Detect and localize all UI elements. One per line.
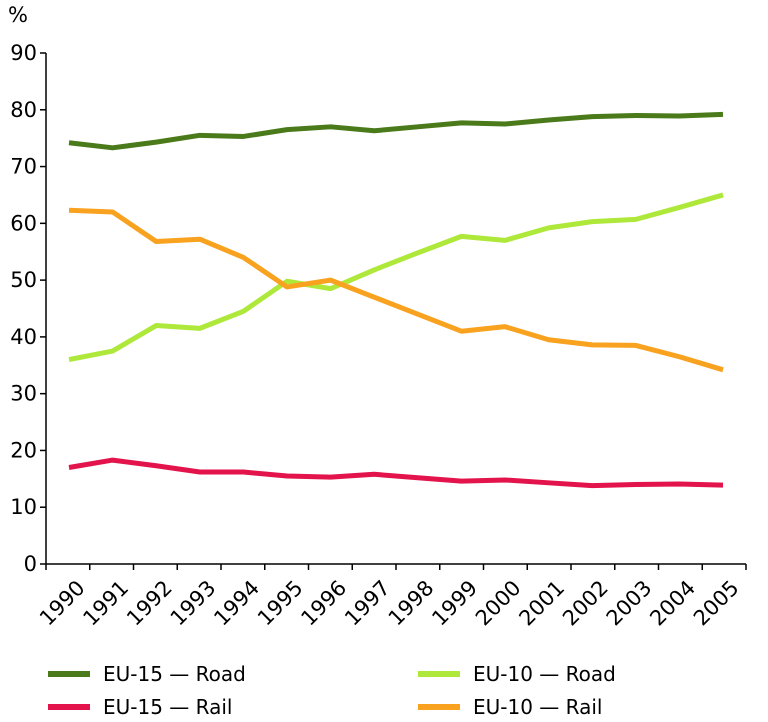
legend-label: EU-15 — Rail: [103, 695, 232, 719]
x-tick-label: 1998: [384, 576, 439, 631]
x-tick-label: 1990: [35, 576, 90, 631]
y-tick-label: 80: [10, 98, 37, 122]
y-axis-ticks: 0 10 20 30 40 50 60 70 80 90: [10, 41, 46, 576]
x-tick-label: 2005: [689, 576, 744, 631]
x-tick-label: 2000: [471, 576, 526, 631]
y-tick-label: 20: [10, 438, 37, 462]
series-line-3: [68, 457, 724, 489]
x-tick-label: 2004: [645, 576, 700, 631]
x-tick-label: 1996: [297, 576, 352, 631]
x-tick-label: 1992: [122, 576, 177, 631]
y-tick-label: 30: [10, 382, 37, 406]
x-tick-label: 1995: [253, 576, 308, 631]
series-lines: [68, 111, 724, 489]
legend-label: EU-10 — Road: [473, 662, 616, 686]
y-axis-unit-label: %: [8, 3, 28, 27]
y-tick-label: 50: [10, 268, 37, 292]
x-tick-label: 2001: [515, 576, 570, 631]
x-tick-label: 1999: [427, 576, 482, 631]
x-tick-label: 1991: [79, 576, 134, 631]
y-tick-label: 10: [10, 495, 37, 519]
series-line-1: [68, 111, 724, 151]
x-tick-label: 1997: [340, 576, 395, 631]
series-line-4: [68, 207, 724, 373]
y-tick-label: 70: [10, 155, 37, 179]
y-tick-label: 40: [10, 325, 37, 349]
y-tick-label: 0: [24, 552, 37, 576]
y-tick-label: 90: [10, 41, 37, 65]
y-tick-label: 60: [10, 211, 37, 235]
series-line-2: [68, 192, 724, 363]
x-tick-label: 2003: [602, 576, 657, 631]
legend-label: EU-10 — Rail: [473, 695, 602, 719]
legend: EU-15 — Road EU-10 — Road EU-15 — Rail EU-1…: [48, 662, 616, 719]
legend-label: EU-15 — Road: [103, 662, 246, 686]
x-tick-label: 2002: [558, 576, 613, 631]
x-axis-ticks: 1990199119921993199419951996199719981999…: [35, 564, 747, 631]
x-tick-label: 1994: [209, 576, 264, 631]
x-tick-label: 1993: [166, 576, 221, 631]
